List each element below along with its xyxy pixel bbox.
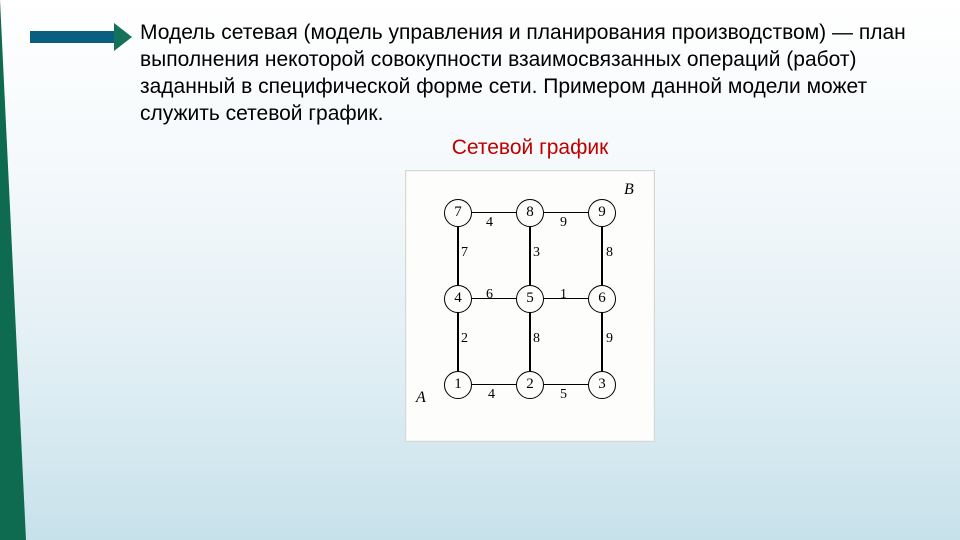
graph-node: 9 <box>588 199 616 227</box>
graph-edge-label: 3 <box>533 245 540 261</box>
graph-node: 5 <box>516 285 544 313</box>
graph-edge-label: 9 <box>560 215 567 231</box>
graph-caption: Сетевой график <box>140 136 920 160</box>
graph-node: 1 <box>444 371 472 399</box>
graph-edge <box>544 384 588 385</box>
graph-node: 4 <box>444 285 472 313</box>
graph-edge <box>544 212 588 213</box>
graph-edge-label: 8 <box>606 245 613 261</box>
graph-edge <box>457 313 458 371</box>
graph-edge-label: 9 <box>606 331 613 347</box>
corner-label-b: B <box>624 181 634 199</box>
graph-edge-label: 6 <box>486 287 493 303</box>
left-edge-triangle <box>0 0 26 540</box>
bullet-arrow-icon <box>30 20 136 59</box>
graph-edge <box>601 227 602 285</box>
content-area: Модель сетевая (модель управления и план… <box>140 20 920 442</box>
graph-edge-label: 8 <box>533 331 540 347</box>
graph-edge <box>601 313 602 371</box>
paragraph-text: Модель сетевая (модель управления и план… <box>140 20 920 128</box>
graph-node: 7 <box>444 199 472 227</box>
graph-edge <box>472 384 516 385</box>
graph-edge <box>529 227 530 285</box>
graph-edge-label: 4 <box>486 215 493 231</box>
graph-edge-label: 2 <box>461 331 468 347</box>
graph-edge-label: 7 <box>461 245 468 261</box>
graph-edge-label: 5 <box>560 387 567 403</box>
graph-edge-label: 4 <box>488 387 495 403</box>
network-graph: 496145738289789456123AB <box>405 170 655 442</box>
slide: Модель сетевая (модель управления и план… <box>0 0 960 540</box>
graph-edge <box>457 227 458 285</box>
graph-wrapper: 496145738289789456123AB <box>140 170 920 442</box>
graph-edge <box>472 298 516 299</box>
graph-edge <box>472 212 516 213</box>
graph-edge-label: 1 <box>560 287 567 303</box>
graph-node: 8 <box>516 199 544 227</box>
graph-node: 6 <box>588 285 616 313</box>
graph-node: 3 <box>588 371 616 399</box>
corner-label-a: A <box>416 389 426 407</box>
graph-node: 2 <box>516 371 544 399</box>
graph-edge <box>529 313 530 371</box>
